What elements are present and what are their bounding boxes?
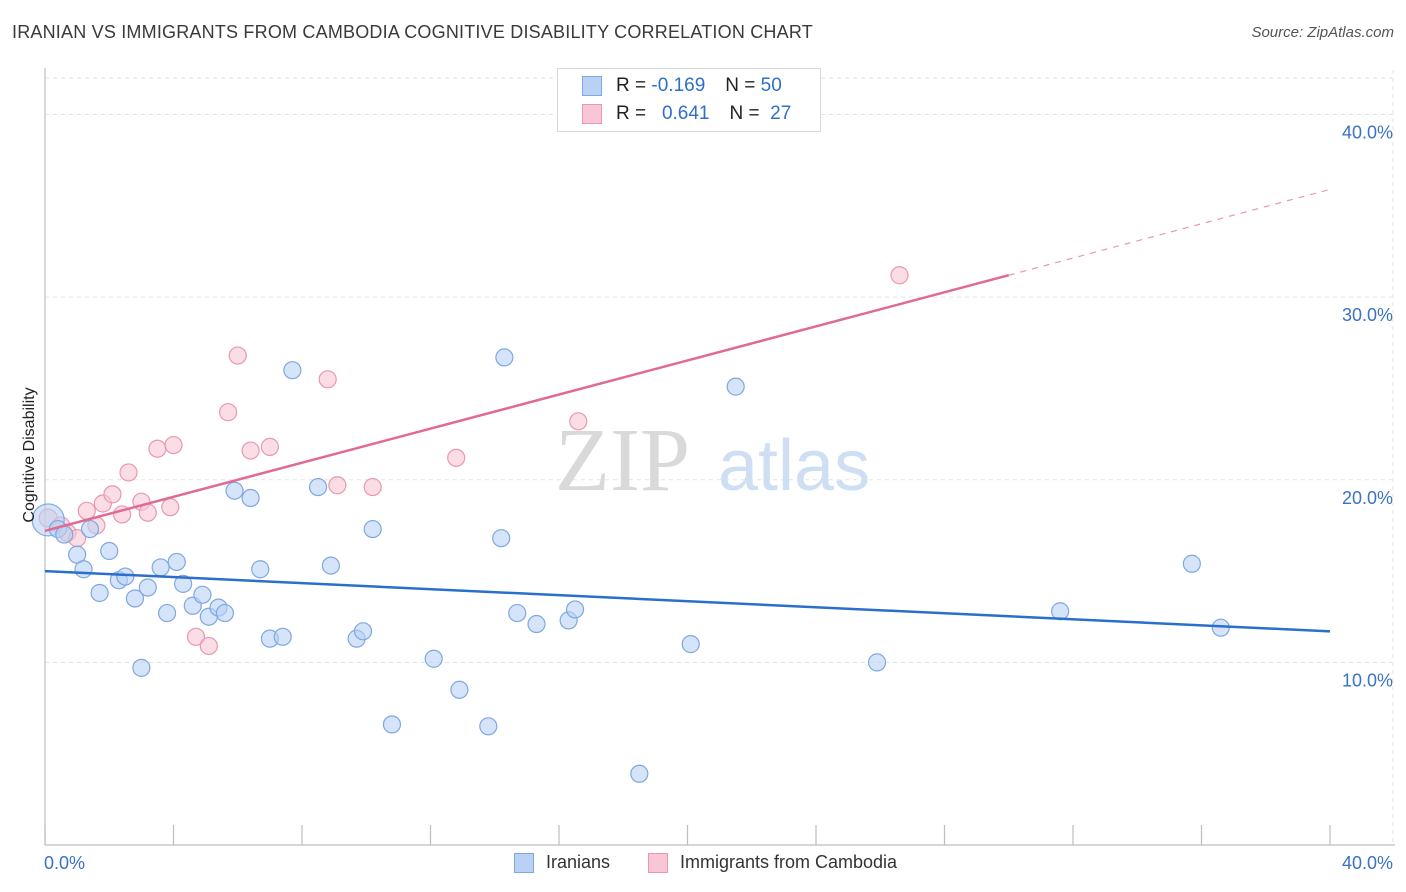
- legend-r-label: R =: [616, 75, 647, 96]
- point-cambodia: [148, 439, 167, 458]
- point-iranians: [424, 649, 443, 668]
- point-iranians: [193, 585, 212, 604]
- point-iranians: [151, 558, 170, 577]
- y-tick-label: 40.0%: [1342, 123, 1393, 143]
- point-cambodia: [119, 463, 138, 482]
- point-iranians: [251, 560, 270, 579]
- axes: [44, 68, 1395, 846]
- x-tick-label: 0.0%: [44, 853, 85, 873]
- legend-r-value: 0.641: [661, 103, 710, 124]
- point-cambodia: [138, 503, 157, 522]
- y-tick-label: 30.0%: [1342, 305, 1393, 325]
- series-iranians-points: [31, 348, 1230, 783]
- point-cambodia: [161, 498, 180, 517]
- point-iranians: [138, 578, 157, 597]
- legend-row-iranians: R = -0.169 N = 50: [582, 73, 782, 99]
- legend-label-cambodia: Immigrants from Cambodia: [680, 852, 898, 872]
- legend-n-label: N =: [725, 75, 756, 96]
- point-iranians: [225, 481, 244, 500]
- point-iranians: [565, 600, 585, 619]
- trend-line-iranians: [44, 569, 1331, 633]
- legend-swatch-blue: [514, 852, 534, 873]
- point-cambodia: [77, 501, 96, 520]
- point-iranians: [681, 635, 700, 654]
- point-iranians: [353, 622, 373, 641]
- point-iranians: [726, 377, 745, 396]
- x-tick-label: 40.0%: [1342, 853, 1393, 873]
- point-iranians: [167, 552, 186, 572]
- legend-swatch-pink: [648, 852, 668, 873]
- point-cambodia: [318, 370, 337, 389]
- point-iranians: [450, 680, 469, 699]
- legend-label-iranians: Iranians: [546, 852, 611, 872]
- point-iranians: [867, 653, 887, 672]
- y-tick-label: 20.0%: [1342, 488, 1393, 508]
- legend-r-value: -0.169: [651, 75, 706, 96]
- point-cambodia: [164, 435, 183, 455]
- point-iranians: [382, 715, 402, 734]
- legend-n-label: N =: [729, 103, 760, 124]
- stats-legend: R = -0.169 N = 50 R = 0.641 N = 27: [557, 68, 821, 132]
- tick-labels: 10.0% 20.0% 30.0% 40.0% 0.0% 40.0%: [44, 123, 1393, 873]
- point-iranians: [273, 627, 292, 646]
- y-tick-label: 10.0%: [1342, 670, 1393, 690]
- watermark: ZIP atlas: [555, 411, 870, 510]
- y-axis-label: Cognitive Disability: [21, 387, 38, 522]
- point-iranians: [1182, 554, 1201, 573]
- point-iranians: [125, 589, 145, 608]
- series-legend: Iranians Immigrants from Cambodia: [0, 852, 1406, 876]
- point-iranians: [363, 519, 382, 539]
- chart-title: IRANIAN VS IMMIGRANTS FROM CAMBODIA COGN…: [12, 22, 813, 42]
- point-iranians: [80, 519, 100, 539]
- point-iranians: [527, 614, 546, 634]
- point-iranians: [132, 658, 151, 677]
- trend-line-cambodia: [44, 274, 1010, 533]
- point-iranians: [283, 361, 302, 380]
- trend-line-cambodia-extension: [1008, 188, 1331, 276]
- point-cambodia: [199, 636, 218, 656]
- point-cambodia: [890, 266, 909, 285]
- point-iranians: [90, 583, 109, 603]
- point-cambodia: [186, 627, 206, 646]
- legend-n-value: 50: [760, 75, 782, 96]
- legend-swatch-blue: [582, 76, 602, 96]
- point-iranians: [508, 603, 527, 623]
- point-iranians: [630, 764, 649, 783]
- legend-item-iranians[interactable]: Iranians: [514, 852, 610, 873]
- point-iranians: [215, 603, 234, 623]
- point-iranians: [479, 717, 498, 736]
- watermark-atlas: atlas: [718, 426, 870, 506]
- legend-item-cambodia[interactable]: Immigrants from Cambodia: [648, 852, 897, 873]
- point-iranians: [74, 560, 93, 579]
- point-cambodia: [363, 477, 382, 497]
- trend-lines: [44, 188, 1331, 633]
- chart-source: Source: ZipAtlas.com: [1251, 24, 1394, 41]
- point-iranians: [241, 488, 260, 508]
- point-iranians: [492, 529, 511, 548]
- legend-n-value: 27: [770, 103, 792, 124]
- point-iranians: [495, 348, 514, 367]
- legend-r-label: R =: [616, 103, 647, 124]
- point-cambodia: [328, 476, 347, 495]
- point-iranians: [321, 556, 341, 575]
- legend-row-cambodia: R = 0.641 N = 27: [582, 101, 791, 127]
- legend-swatch-pink: [582, 104, 602, 124]
- point-cambodia: [219, 403, 238, 422]
- point-iranians: [116, 567, 135, 586]
- point-iranians: [100, 541, 119, 561]
- point-cambodia: [241, 441, 260, 460]
- point-cambodia: [569, 412, 588, 431]
- point-cambodia: [260, 437, 279, 456]
- point-iranians: [308, 477, 328, 497]
- point-cambodia: [447, 448, 466, 467]
- point-iranians: [174, 574, 193, 593]
- point-cambodia: [228, 346, 247, 365]
- point-iranians: [157, 603, 177, 623]
- point-cambodia: [103, 485, 122, 504]
